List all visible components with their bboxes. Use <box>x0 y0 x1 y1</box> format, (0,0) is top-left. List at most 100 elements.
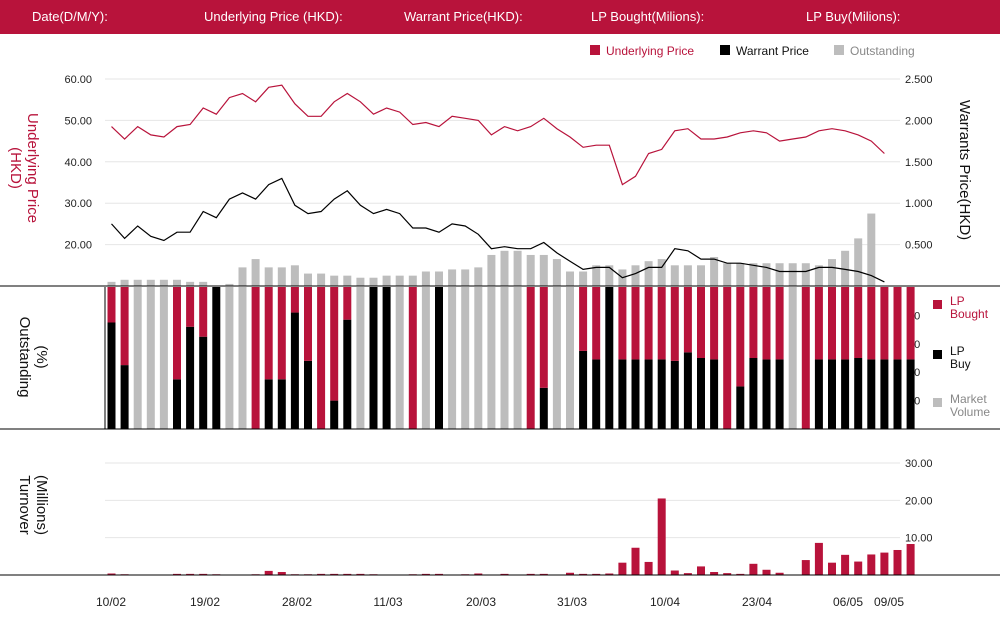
turnover-bar <box>854 561 863 575</box>
outstanding-bar <box>356 277 365 286</box>
outstanding-bar <box>343 275 352 286</box>
lp-bought-bar <box>697 287 705 358</box>
lp-buy-bar <box>854 358 863 429</box>
outstanding-bar <box>461 269 470 286</box>
outstanding-bar <box>657 259 666 286</box>
outstanding-bar <box>500 250 509 286</box>
lp-buy-bar <box>277 379 286 429</box>
lp-bought-bar <box>618 287 627 360</box>
header-lp-buy-label: LP Buy(Milions): <box>806 9 901 24</box>
x-tick-label: 09/05 <box>874 595 904 609</box>
turnover-bar <box>762 569 771 575</box>
header-bar: Date(D/M/Y): Underlying Price (HKD): War… <box>0 0 1000 34</box>
legend-swatch <box>933 398 942 407</box>
lp-bought-bar <box>631 287 640 360</box>
turnover-bar <box>356 573 365 575</box>
lp-buy-bar <box>382 287 391 429</box>
outstanding-bar <box>330 275 339 286</box>
market-volume-bar <box>225 287 234 429</box>
outstanding-bar <box>814 265 823 286</box>
left-tick-label: 20.00 <box>64 240 92 252</box>
x-tick-label: 23/04 <box>742 595 772 609</box>
lp-bought-bar <box>186 287 195 327</box>
legend-label: Underlying Price <box>606 44 694 58</box>
outstanding-bar <box>435 271 443 286</box>
turnover-bar <box>421 573 430 575</box>
legend-label: Outstanding <box>850 44 915 58</box>
outstanding-bar <box>382 275 391 286</box>
turnover-bar <box>618 562 627 575</box>
turnover-bar <box>867 554 876 575</box>
turnover-bar <box>539 573 548 575</box>
outstanding-bar <box>107 281 116 286</box>
legend-swatch <box>590 45 600 55</box>
x-tick-label: 19/02 <box>190 595 220 609</box>
market-volume-bar <box>238 287 247 429</box>
outstanding-bar <box>277 267 286 286</box>
turnover-bar <box>631 547 640 575</box>
outstanding-bar <box>697 265 705 286</box>
turnover-bar <box>277 572 286 575</box>
lp-buy-bar <box>814 359 823 429</box>
turnover-bar <box>566 572 574 575</box>
legend-label: LP Buy <box>950 344 971 371</box>
turnover-tick-label: 30.00 <box>905 458 933 470</box>
turnover-axis-title: Turnover(Millions) <box>16 475 50 535</box>
market-volume-bar <box>566 287 574 429</box>
turnover-bar <box>814 542 823 575</box>
outstanding-bar <box>290 265 299 286</box>
outstanding-bar <box>186 281 195 286</box>
lp-buy-bar <box>841 359 850 429</box>
lp-buy-bar <box>605 287 614 429</box>
lp-buy-bar <box>762 359 771 429</box>
lp-buy-bar <box>828 359 836 429</box>
lp-buy-bar <box>736 386 745 429</box>
turnover-bar <box>592 573 601 575</box>
outstanding-bar <box>552 259 561 286</box>
lp-bought-bar <box>683 287 692 353</box>
market-volume-bar <box>788 287 797 429</box>
lp-buy-bar <box>775 359 784 429</box>
lp-bought-bar <box>277 287 286 380</box>
turnover-bar <box>173 573 181 575</box>
outstanding-bar <box>369 277 378 286</box>
turnover-bar <box>828 562 836 575</box>
lp-bought-bar <box>841 287 850 360</box>
lp-bought-bar <box>828 287 836 360</box>
lp-bought-bar <box>251 287 260 429</box>
lp-bought-bar <box>906 287 915 360</box>
turnover-bar <box>736 573 745 575</box>
turnover-bar <box>775 572 784 575</box>
header-underlying-label: Underlying Price (HKD): <box>204 9 343 24</box>
lp-bought-bar <box>526 287 535 429</box>
underlying-price-line <box>111 84 885 186</box>
turnover-bar <box>579 573 588 575</box>
turnover-bar <box>683 573 692 575</box>
outstanding-bar <box>225 283 234 286</box>
outstanding-bar <box>395 275 404 286</box>
legend-swatch <box>933 350 942 359</box>
header-date-label: Date(D/M/Y): <box>32 9 108 24</box>
outstanding-bar <box>526 254 535 286</box>
right-tick-label: 2.500 <box>905 74 933 86</box>
lp-bought-bar <box>880 287 889 360</box>
lp-buy-bar <box>539 387 548 429</box>
lp-buy-bar <box>330 400 339 429</box>
outstanding-bar <box>775 263 784 286</box>
market-volume-bar <box>356 287 365 429</box>
lp-bought-bar <box>539 287 548 388</box>
x-tick-label: 28/02 <box>282 595 312 609</box>
turnover-bar <box>710 572 719 575</box>
lp-buy-bar <box>579 350 588 429</box>
turnover-bar <box>880 552 889 575</box>
outstanding-bar <box>631 265 640 286</box>
lp-bought-bar <box>762 287 771 360</box>
lp-buy-bar <box>304 360 312 429</box>
lp-bought-bar <box>801 287 810 429</box>
left-axis-title: Underlying Price(HKD) <box>7 113 41 223</box>
turnover-bar <box>657 498 666 575</box>
market-volume-bar <box>421 287 430 429</box>
lp-bought-bar <box>670 287 679 361</box>
outstanding-bar <box>710 257 719 286</box>
lp-buy-bar <box>173 379 181 429</box>
